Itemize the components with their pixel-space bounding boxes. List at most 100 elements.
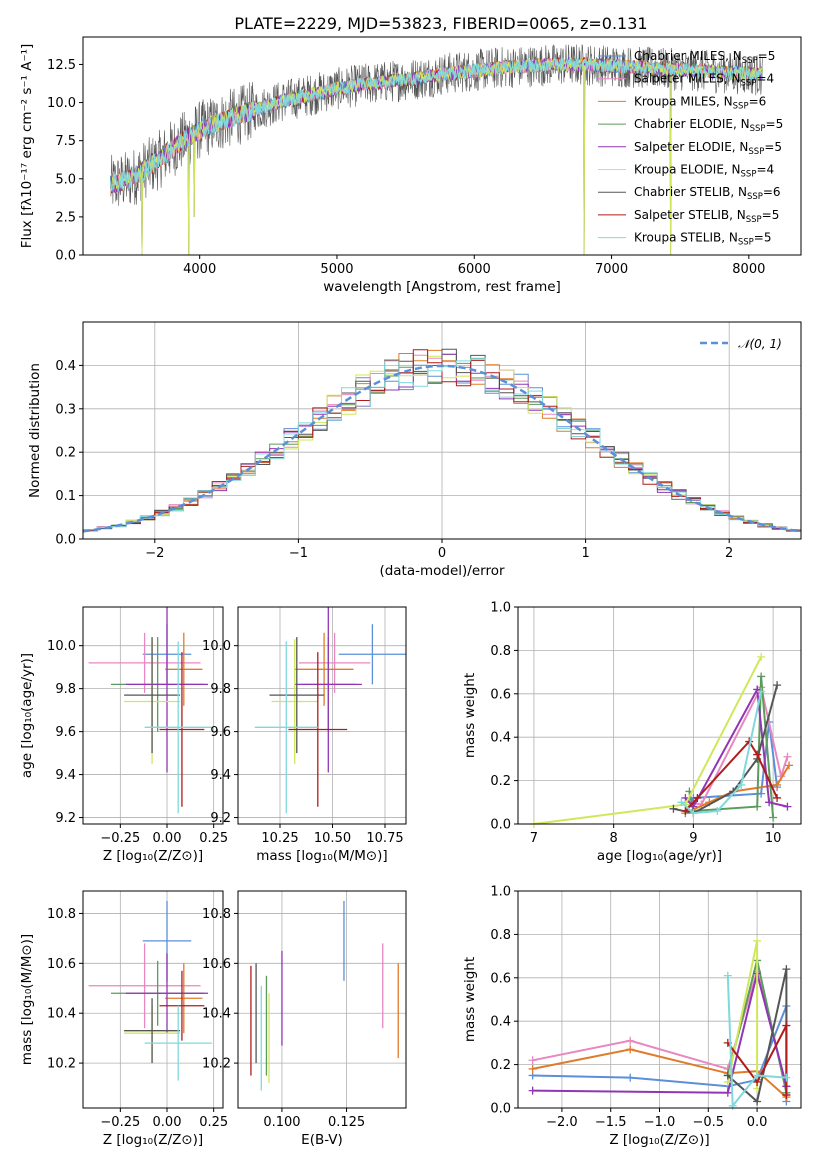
y-tick-label: 10.8 [47,907,76,922]
legend-label: Salpeter STELIB, NSSP=5 [634,208,779,225]
y-tick-label: 0.4 [490,731,511,746]
legend-label: Salpeter ELODIE, NSSP=5 [634,140,782,157]
x-tick-label: −1.5 [595,1115,627,1130]
weight-marker [723,1088,732,1097]
weight-marker [783,802,792,811]
x-tick-label: 8000 [732,262,765,277]
y-tick-label: 0.2 [490,1058,511,1073]
weight-marker [769,813,778,822]
weight-marker [723,1071,732,1080]
axes-frame [82,321,802,540]
spectrum-line-8 [110,57,764,193]
x-tick-label: 1 [581,546,589,561]
x-tick-label: −1 [289,546,308,561]
y-axis-label: Normed distribution [27,363,43,498]
normal-curve [83,364,801,533]
weight-marker [626,1045,635,1054]
x-tick-label: −0.25 [100,831,140,846]
weight-marker [626,1073,635,1082]
x-tick-label: 0 [438,546,446,561]
weight-marker [753,936,762,945]
y-tick-label: 0.8 [490,644,511,659]
y-tick-label: 9.6 [210,725,231,740]
axes-frame [82,606,224,825]
weight-marker [626,1036,635,1045]
x-tick-label: −2.0 [546,1115,578,1130]
y-tick-label: 9.6 [55,725,76,740]
x-tick-label: 10.25 [261,831,298,846]
spectrum-line-2 [110,57,764,255]
weight-marker [677,798,686,807]
weight-marker [782,1090,791,1099]
weight-marker [737,780,746,789]
x-tick-label: 9 [689,831,697,846]
x-axis-label: Z [log₁₀(Z/Z⊙)] [103,1132,203,1148]
y-tick-label: 9.2 [55,811,76,826]
y-tick-label: 1.0 [490,601,511,616]
x-axis-label: wavelength [Angstrom, rest frame] [323,279,561,295]
y-tick-label: 5.0 [55,172,76,187]
weight-marker [681,806,690,815]
axes-mass-vs-Z: −0.25 0.00 0.25 10.2 10.4 10.6 10.8 Z [log₁₀(Z/… [19,890,228,1148]
x-axis-label: Z [log₁₀(Z/Z⊙)] [609,1132,709,1148]
axes-frame [517,890,802,1109]
weight-marker [713,806,722,815]
weight-marker [693,793,702,802]
axes-mass-vs-ebv: 0.100 0.125 10.2 10.4 10.6 10.8 E(B-V) [202,890,407,1148]
axes-weight-vs-Z: −2.0 −1.5 −1.0 −0.5 0.0 0.0 0.2 0.4 0.6 0.8 1.0 Z [… [462,885,802,1148]
weight-marker [689,809,698,818]
legend-label: Chabrier STELIB, NSSP=6 [634,185,781,202]
weight-line-7 [726,1025,788,1095]
axes-weight-vs-age: 7 8 9 10 0.0 0.2 0.4 0.6 0.8 1.0 age [log₁₀(age/yr… [462,601,802,864]
legend-label: Salpeter MILES, NSSP=4 [634,72,774,89]
y-tick-label: 10.0 [47,639,76,654]
weight-line-4 [532,973,788,1094]
y-tick-label: 12.5 [47,58,76,73]
y-axis-label: mass weight [462,673,478,758]
x-axis-label: Z [log₁₀(Z/Z⊙)] [103,848,203,864]
x-tick-label: 0.00 [153,831,182,846]
y-tick-label: 10.2 [47,1057,76,1072]
axes-frame [517,606,802,825]
y-tick-label: 7.5 [55,134,76,149]
y-tick-label: 10.0 [47,96,76,111]
spectrum-line-5 [110,57,764,255]
y-axis-label: mass weight [462,957,478,1042]
weight-marker [773,780,782,789]
y-tick-label: 0.6 [490,971,511,986]
y-axis-label: age [log₁₀(age/yr)] [19,653,35,778]
weight-marker [723,971,732,980]
weight-marker [783,752,792,761]
y-tick-label: 9.4 [210,768,231,783]
x-tick-label: 0.0 [747,1115,768,1130]
weight-marker [669,804,678,813]
weight-marker [753,1071,762,1080]
x-tick-label: 4000 [183,262,216,277]
x-tick-label: 10.75 [366,831,403,846]
y-tick-label: 0.2 [55,446,76,461]
y-tick-label: 0.8 [490,928,511,943]
x-tick-label: 7 [530,831,538,846]
y-tick-label: 0.0 [55,533,76,548]
x-tick-label: 10.50 [314,831,351,846]
x-axis-label: mass [log₁₀(M/M⊙)] [256,848,387,864]
x-axis-label: age [log₁₀(age/yr)] [597,848,722,864]
y-tick-label: 9.8 [210,682,231,697]
y-tick-label: 10.4 [202,1007,231,1022]
x-tick-label: 0.25 [199,1115,228,1130]
legend-label: Chabrier ELODIE, NSSP=5 [634,117,783,134]
y-axis-label: mass [log₁₀(M/M⊙)] [19,934,35,1065]
y-tick-label: 0.2 [490,774,511,789]
legend-label: Kroupa STELIB, NSSP=5 [634,231,772,248]
weight-marker [773,793,782,802]
weight-marker [753,750,762,759]
weight-marker [782,965,791,974]
y-tick-label: 9.2 [210,811,231,826]
x-tick-label: 0.100 [263,1115,300,1130]
y-tick-label: 2.5 [55,210,76,225]
weight-marker [782,1073,791,1082]
axes-spectrum: 4000 5000 6000 7000 8000 0.0 2.5 5.0 7.5 10.0 12.5… [19,36,802,295]
axes-frame [82,890,224,1109]
y-tick-label: 10.6 [202,957,231,972]
y-tick-label: 10.6 [47,957,76,972]
